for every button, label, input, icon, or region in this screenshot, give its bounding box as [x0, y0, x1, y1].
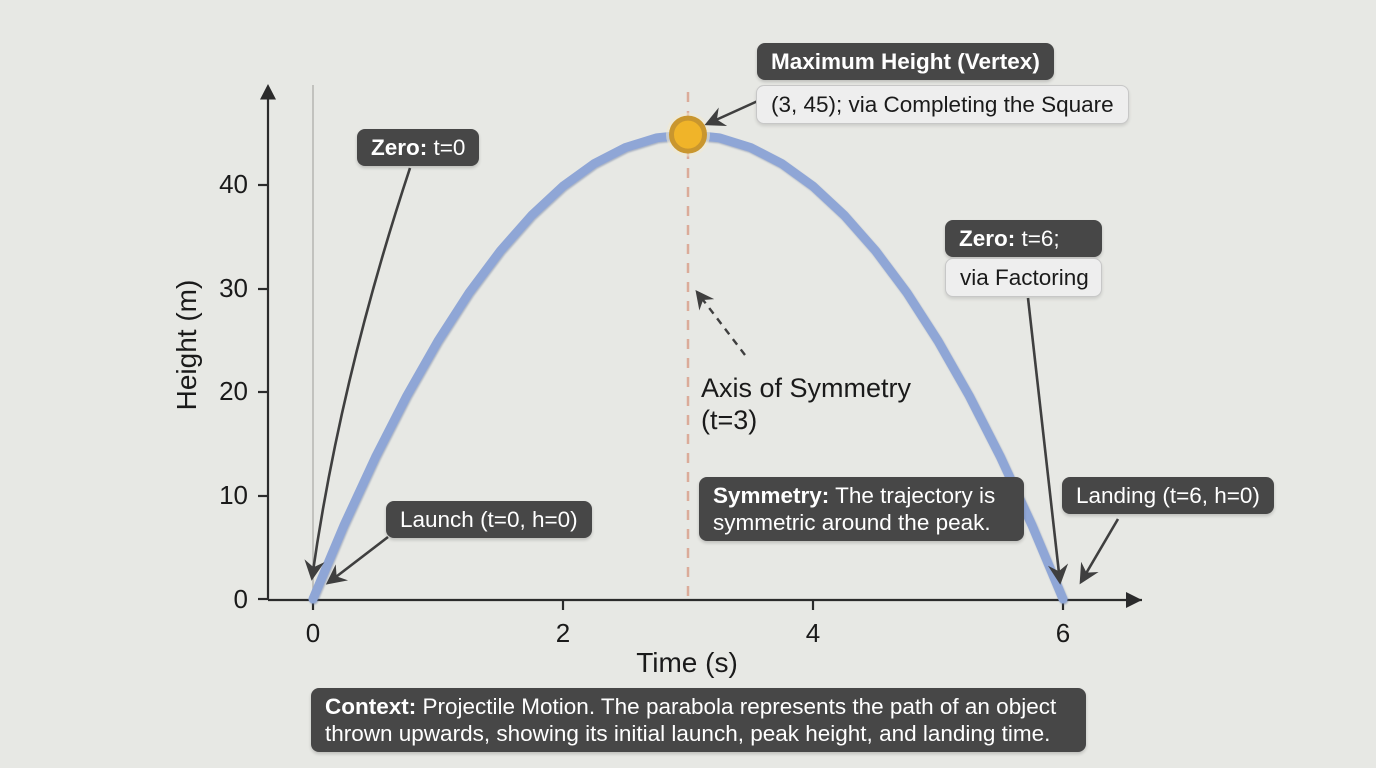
svg-text:30: 30 [219, 273, 248, 303]
svg-text:4: 4 [806, 618, 820, 648]
svg-text:Axis of Symmetry: Axis of Symmetry [701, 373, 912, 403]
svg-text:Height (m): Height (m) [171, 280, 202, 411]
svg-text:20: 20 [219, 376, 248, 406]
svg-text:6: 6 [1056, 618, 1070, 648]
svg-text:40: 40 [219, 169, 248, 199]
svg-text:2: 2 [556, 618, 570, 648]
svg-text:10: 10 [219, 480, 248, 510]
svg-text:Time (s): Time (s) [636, 647, 738, 678]
svg-text:0: 0 [306, 618, 320, 648]
svg-text:0: 0 [234, 584, 248, 614]
svg-text:(t=3): (t=3) [701, 405, 757, 435]
